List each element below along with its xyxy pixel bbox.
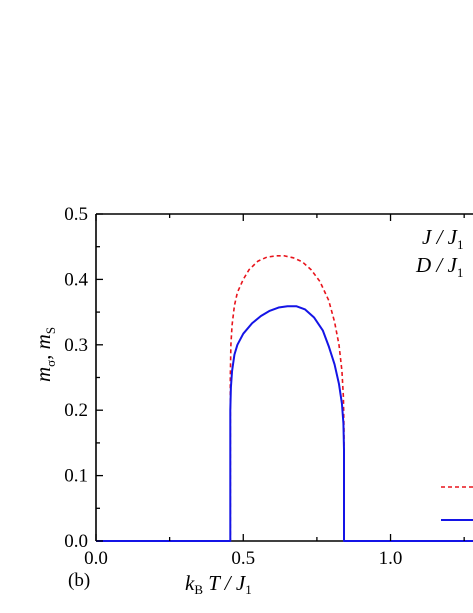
annotation-d-ratio: D / J1 (415, 253, 463, 280)
annotation-j-ratio-text: J / J (422, 225, 459, 249)
series-line-red-dashed (96, 255, 473, 542)
y-tick-label: 0.4 (64, 269, 88, 290)
y-axis-label-b: m (31, 334, 55, 349)
x-axis-label-rest: T / J (203, 571, 247, 595)
y-axis-label-a: m (31, 367, 55, 382)
x-tick-label: 1.0 (379, 548, 403, 569)
x-axis-label-k: k (185, 571, 195, 595)
series-layer (96, 255, 473, 542)
y-tick-label: 0.3 (64, 335, 88, 356)
y-axis-label-sep: , (31, 349, 55, 360)
x-tick-label: 0.0 (84, 548, 108, 569)
tick-layer: 0.0 0.5 1.0 0.0 0.1 0.2 0.3 0.4 0.5 (64, 204, 465, 569)
y-tick-label: 0.1 (64, 466, 88, 487)
annotation-d-ratio-sub: 1 (457, 265, 464, 280)
annotation-j-ratio: J / J1 (422, 225, 463, 252)
annotation-d-ratio-text: D / J (415, 253, 459, 277)
y-tick-label: 0.0 (64, 531, 88, 552)
y-axis-label: mσ, mS (31, 327, 58, 382)
panel-label: (b) (68, 570, 90, 591)
y-axis-label-b-sub: S (43, 327, 58, 334)
annotation-j-ratio-sub: 1 (457, 237, 464, 252)
y-axis-label-a-sub: σ (43, 360, 58, 367)
series-line-blue-solid (96, 305, 473, 542)
x-axis-label: kB T / J1 (185, 571, 252, 597)
x-axis-label-rest-sub: 1 (245, 582, 252, 597)
y-tick-label: 0.2 (64, 400, 88, 421)
y-tick-label: 0.5 (64, 204, 88, 225)
x-axis-label-k-sub: B (194, 582, 203, 597)
x-tick-label: 0.5 (231, 548, 255, 569)
